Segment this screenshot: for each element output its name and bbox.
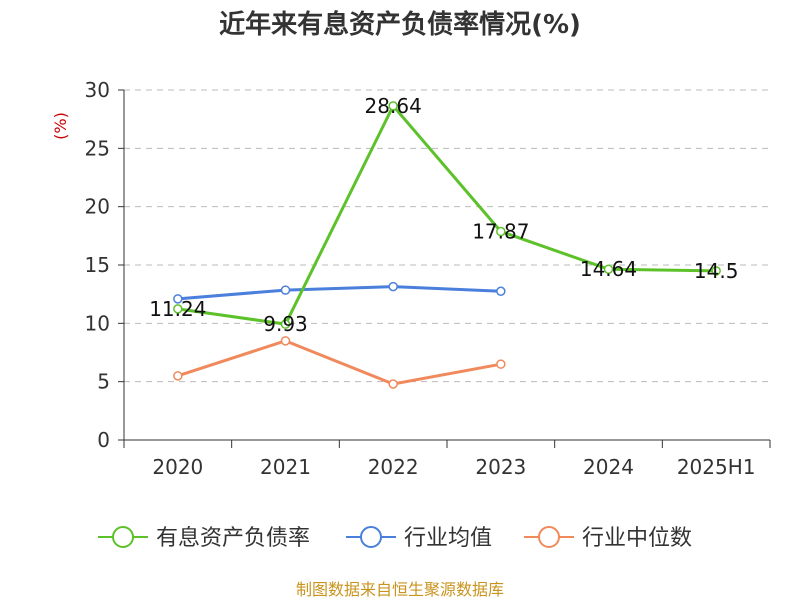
y-tick-label: 15 — [85, 253, 110, 277]
legend-label: 有息资产负债率 — [156, 526, 310, 551]
data-label: 17.87 — [472, 220, 529, 244]
data-point — [496, 286, 506, 296]
series-lines — [173, 101, 721, 389]
series-line — [176, 104, 718, 326]
x-tick-label: 2020 — [152, 455, 203, 479]
data-point — [711, 266, 721, 276]
source-note: 制图数据来自恒生聚源数据库 — [296, 580, 504, 599]
y-axis-unit-label: (%) — [51, 112, 70, 140]
legend-label: 行业均值 — [404, 526, 492, 551]
data-point — [388, 281, 398, 292]
y-tick-label: 10 — [85, 311, 110, 335]
data-point — [173, 294, 183, 304]
data-point — [496, 226, 506, 237]
data-point — [496, 359, 506, 369]
x-tick-label: 2024 — [583, 455, 634, 479]
data-point — [280, 336, 291, 346]
series-line — [176, 285, 503, 301]
legend-label: 行业中位数 — [582, 526, 692, 551]
data-point — [280, 319, 291, 329]
data-point — [388, 379, 398, 389]
data-point — [280, 285, 291, 295]
axes: 0 5 10 15 20 25 30 2020 2021 2022 2023 2024 2025H1 — [85, 78, 771, 479]
data-label: 11.24 — [149, 297, 206, 321]
data-label: 9.93 — [263, 312, 308, 336]
y-tick-label: 20 — [85, 195, 110, 219]
x-tick-label: 2021 — [260, 455, 311, 479]
data-label: 14.64 — [580, 257, 637, 281]
legend: 有息资产负债率 行业均值 行业中位数 — [98, 526, 692, 551]
data-label: 14.5 — [694, 259, 739, 283]
x-tick-label: 2025H1 — [677, 455, 756, 479]
grid-lines — [124, 89, 770, 383]
data-point — [173, 371, 183, 381]
y-tick-label: 30 — [85, 78, 110, 102]
data-label: 28.64 — [365, 94, 422, 118]
data-point — [603, 264, 614, 274]
x-tick-label: 2023 — [475, 455, 526, 479]
data-point — [388, 101, 398, 111]
legend-marker — [112, 526, 134, 548]
data-point — [173, 304, 183, 314]
y-tick-label: 0 — [97, 428, 110, 452]
y-tick-label: 25 — [85, 136, 110, 160]
legend-marker — [538, 526, 560, 548]
legend-marker — [360, 526, 382, 548]
series-line — [176, 339, 503, 386]
y-tick-label: 5 — [97, 370, 110, 394]
x-tick-label: 2022 — [368, 455, 419, 479]
chart-title: 近年来有息资产负债率情况(%) — [219, 9, 581, 40]
data-labels: 11.24 9.93 28.64 17.87 14.64 14.5 — [149, 94, 738, 336]
